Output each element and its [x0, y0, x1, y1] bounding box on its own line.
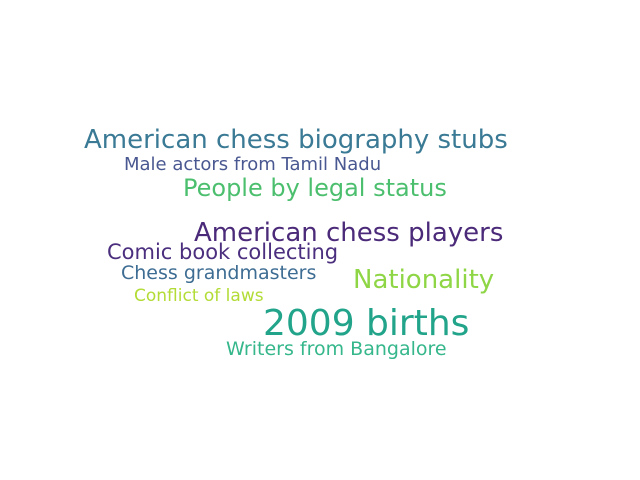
- word-american-chess-biography-stubs: American chess biography stubs: [84, 125, 508, 155]
- word-male-actors-from-tamil-nadu: Male actors from Tamil Nadu: [124, 154, 382, 175]
- word-people-by-legal-status: People by legal status: [183, 174, 447, 202]
- word-2009-births: 2009 births: [263, 303, 470, 344]
- word-chess-grandmasters: Chess grandmasters: [121, 262, 317, 284]
- word-american-chess-players: American chess players: [194, 218, 504, 248]
- word-nationality: Nationality: [353, 265, 495, 295]
- word-comic-book-collecting: Comic book collecting: [107, 240, 339, 264]
- word-conflict-of-laws: Conflict of laws: [134, 286, 264, 306]
- word-writers-from-bangalore: Writers from Bangalore: [226, 338, 447, 360]
